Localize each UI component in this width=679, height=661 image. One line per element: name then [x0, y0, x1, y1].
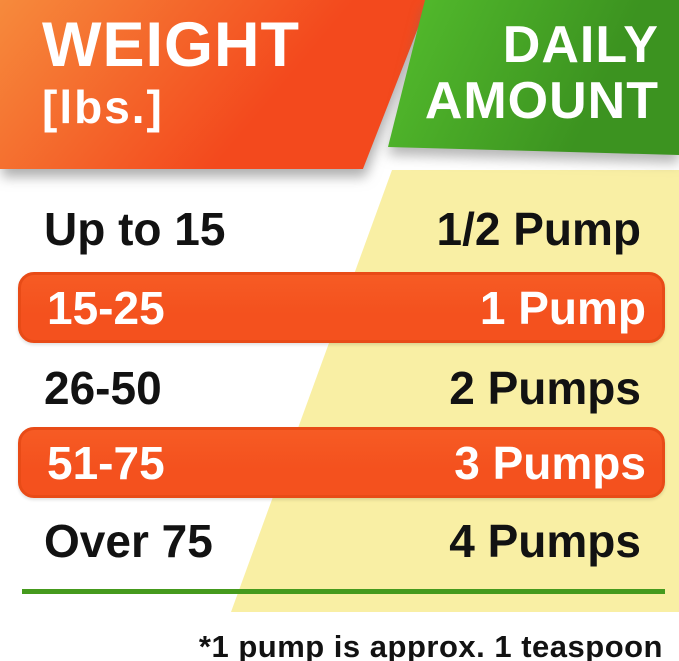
daily-amount-header-text: DAILY AMOUNT	[424, 16, 659, 130]
amount-value: 3 Pumps	[454, 436, 646, 489]
footnote: *1 pump is approx. 1 teaspoon	[198, 629, 663, 661]
daily-label: DAILY	[502, 16, 659, 74]
table-row-highlighted: 51-75 3 Pumps	[18, 427, 665, 498]
table-row: 26-50 2 Pumps	[0, 352, 679, 423]
amount-value: 1/2 Pump	[436, 202, 641, 255]
weight-title: WEIGHT	[42, 10, 300, 80]
divider-line	[22, 589, 665, 594]
weight-value: 26-50	[44, 361, 162, 414]
weight-value: Up to 15	[44, 202, 226, 255]
weight-value: Over 75	[44, 514, 213, 567]
weight-header-shadow: WEIGHT [lbs.]	[0, 0, 429, 169]
weight-unit-label: [lbs.]	[42, 81, 164, 133]
daily-amount-header-shadow: DAILY AMOUNT	[388, 0, 679, 155]
amount-label: AMOUNT	[424, 71, 659, 130]
weight-value: 51-75	[47, 436, 165, 489]
table-row: Over 75 4 Pumps	[0, 505, 679, 576]
amount-value: 4 Pumps	[449, 514, 641, 567]
weight-header-text: WEIGHT [lbs.]	[42, 10, 300, 133]
daily-amount-header-banner: DAILY AMOUNT	[388, 0, 679, 155]
table-row-highlighted: 15-25 1 Pump	[18, 272, 665, 343]
table-row: Up to 15 1/2 Pump	[0, 193, 679, 264]
weight-value: 15-25	[47, 281, 165, 334]
amount-value: 1 Pump	[479, 281, 646, 334]
amount-value: 2 Pumps	[449, 361, 641, 414]
weight-header-banner: WEIGHT [lbs.]	[0, 0, 429, 169]
